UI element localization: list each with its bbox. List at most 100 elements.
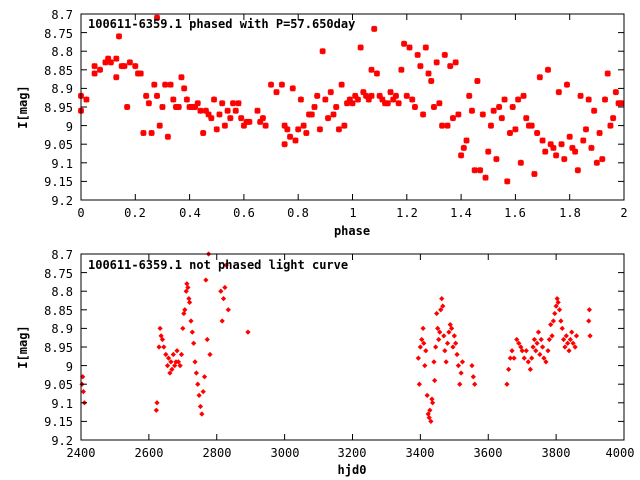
phased-data-point xyxy=(419,111,427,118)
unphased-data-point xyxy=(195,381,201,387)
phased-data-point xyxy=(262,122,269,129)
unphased-data-point xyxy=(451,333,457,339)
phased-data-point xyxy=(572,148,579,155)
phased-data-point xyxy=(365,96,372,103)
phased-data-point xyxy=(240,122,248,129)
phased-data-point xyxy=(159,103,166,111)
phased-data-point xyxy=(284,126,291,133)
unphased-data-point xyxy=(159,336,166,343)
unphased-y-tick-label: 8.8 xyxy=(51,285,73,299)
phased-data-point xyxy=(341,122,348,129)
phased-data-point xyxy=(300,122,307,129)
phased-data-point xyxy=(286,133,294,140)
unphased-data-point xyxy=(170,351,176,358)
unphased-data-point xyxy=(165,355,172,361)
phased-data-point xyxy=(143,92,150,99)
phased-data-point xyxy=(577,92,584,99)
phased-data-point xyxy=(563,81,571,88)
phased-data-point xyxy=(210,96,218,103)
phased-data-point xyxy=(447,62,454,70)
unphased-data-point xyxy=(505,366,512,372)
unphased-data-point xyxy=(530,344,536,350)
phased-data-point xyxy=(181,85,188,92)
phased-y-tick-label: 8.75 xyxy=(44,27,73,41)
phased-data-point xyxy=(539,137,546,144)
phased-x-tick-label: 1.4 xyxy=(450,206,472,220)
unphased-points xyxy=(79,251,593,425)
phased-data-point xyxy=(362,92,370,99)
phased-data-point xyxy=(254,107,261,114)
phased-data-point xyxy=(550,144,557,152)
unphased-data-point xyxy=(153,407,159,413)
unphased-data-point xyxy=(587,333,593,339)
unphased-y-tick-label: 8.9 xyxy=(51,322,73,336)
phased-data-point xyxy=(83,96,90,103)
unphased-data-point xyxy=(541,355,547,361)
phased-data-point xyxy=(517,159,524,166)
phased-data-point xyxy=(482,174,489,181)
phased-data-point xyxy=(531,170,538,178)
phased-data-point xyxy=(145,100,152,107)
unphased-data-point xyxy=(504,381,510,387)
phased-data-point xyxy=(238,115,245,122)
unphased-data-point xyxy=(431,359,437,365)
phased-data-point xyxy=(170,96,177,103)
unphased-y-tick-label: 8.75 xyxy=(44,267,73,281)
phased-data-point xyxy=(208,115,215,122)
phased-y-tick-label: 8.8 xyxy=(51,45,73,59)
phased-data-point xyxy=(610,115,617,122)
phased-data-point xyxy=(229,100,237,107)
unphased-data-point xyxy=(183,288,189,294)
phased-y-tick-label: 8.7 xyxy=(51,8,73,22)
phased-chart-title: 100611-6359.1 phased with P=57.650day xyxy=(88,17,355,31)
unphased-data-point xyxy=(446,329,452,335)
phased-y-tick-label: 9.2 xyxy=(51,194,73,208)
unphased-data-point xyxy=(161,344,167,350)
unphased-data-point xyxy=(169,366,175,372)
phased-data-point xyxy=(96,66,104,73)
phased-x-tick-label: 0.4 xyxy=(179,206,201,220)
phased-data-point xyxy=(314,92,321,99)
phased-data-point xyxy=(528,122,535,129)
unphased-data-point xyxy=(201,374,208,380)
phased-data-point xyxy=(295,126,302,133)
phased-data-point xyxy=(561,155,568,163)
unphased-data-point xyxy=(440,303,446,309)
phased-data-point xyxy=(213,126,220,133)
phased-data-point xyxy=(148,129,155,137)
phased-y-tick-label: 9 xyxy=(66,120,73,134)
unphased-data-point xyxy=(157,325,163,332)
unphased-data-point xyxy=(223,262,229,268)
phased-data-point xyxy=(479,111,486,118)
unphased-data-point xyxy=(163,351,169,358)
phased-data-point xyxy=(618,100,625,107)
unphased-data-point xyxy=(220,296,227,302)
phased-data-point xyxy=(352,92,359,99)
unphased-data-point xyxy=(432,377,438,384)
unphased-data-point xyxy=(531,336,538,343)
unphased-data-point xyxy=(178,351,185,358)
unphased-data-point xyxy=(549,333,555,339)
phased-data-point xyxy=(259,115,267,122)
phased-data-point xyxy=(227,115,234,122)
unphased-x-tick-label: 3400 xyxy=(406,446,435,460)
unphased-ticks xyxy=(80,253,625,441)
phased-data-point xyxy=(547,141,554,148)
phased-data-point xyxy=(379,96,386,103)
phased-data-point xyxy=(566,133,573,140)
phased-data-point xyxy=(574,167,581,174)
unphased-data-point xyxy=(458,370,464,376)
unphased-data-point xyxy=(164,362,171,369)
unphased-data-point xyxy=(203,277,209,283)
phased-data-point xyxy=(406,44,413,51)
unphased-data-point xyxy=(470,374,476,380)
unphased-data-point xyxy=(586,318,592,324)
phased-y-tick-label: 9.15 xyxy=(44,175,73,189)
unphased-data-point xyxy=(444,340,451,346)
unphased-data-point xyxy=(433,344,439,350)
phased-data-point xyxy=(368,66,375,73)
phased-data-point xyxy=(392,92,400,99)
phased-data-point xyxy=(297,96,305,103)
phased-data-point xyxy=(202,107,209,114)
phased-data-point xyxy=(422,44,429,51)
